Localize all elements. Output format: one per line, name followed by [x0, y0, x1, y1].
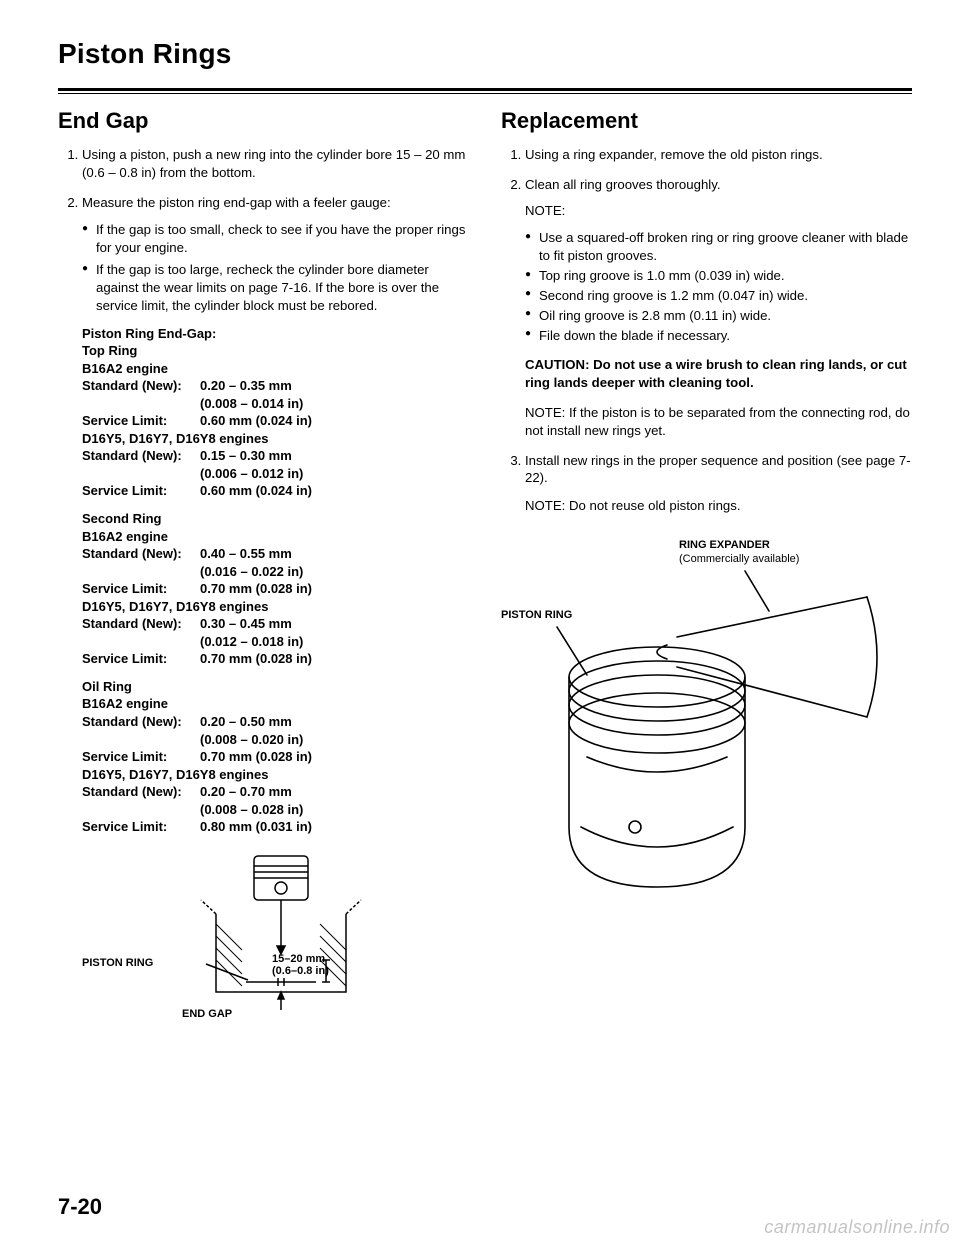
- rule-thick: [58, 88, 912, 91]
- svc-label: Service Limit:: [82, 818, 200, 836]
- std-val: 0.30 – 0.45 mm: [200, 615, 292, 633]
- std-val: 0.20 – 0.70 mm: [200, 783, 292, 801]
- svc-val: 0.80 mm (0.031 in): [200, 818, 312, 836]
- std-val: 0.40 – 0.55 mm: [200, 545, 292, 563]
- std-label: Standard (New):: [82, 447, 200, 465]
- std-val: 0.20 – 0.50 mm: [200, 713, 292, 731]
- engine-name: B16A2 engine: [82, 528, 469, 546]
- r-bullet-2: Top ring groove is 1.0 mm (0.039 in) wid…: [525, 267, 912, 285]
- std-in: (0.008 – 0.014 in): [82, 395, 469, 413]
- std-in: (0.016 – 0.022 in): [82, 563, 469, 581]
- ring-gap-specs: Piston Ring End-Gap: Top Ring B16A2 engi…: [82, 325, 469, 836]
- right-column: Replacement Using a ring expander, remov…: [501, 108, 912, 1039]
- spec-top-ring: Top Ring B16A2 engine Standard (New):0.2…: [82, 342, 469, 500]
- r-step-1: Using a ring expander, remove the old pi…: [525, 146, 912, 164]
- svc-label: Service Limit:: [82, 650, 200, 668]
- r-bullet-5: File down the blade if necessary.: [525, 327, 912, 345]
- replacement-bullets: Use a squared-off broken ring or ring gr…: [525, 229, 912, 344]
- svc-val: 0.70 mm (0.028 in): [200, 748, 312, 766]
- svc-val: 0.70 mm (0.028 in): [200, 650, 312, 668]
- left-column: End Gap Using a piston, push a new ring …: [58, 108, 469, 1039]
- section-title-replacement: Replacement: [501, 108, 912, 134]
- spec-oil-ring: Oil Ring B16A2 engine Standard (New):0.2…: [82, 678, 469, 836]
- bullet-1: If the gap is too small, check to see if…: [82, 221, 469, 257]
- bullet-2: If the gap is too large, recheck the cyl…: [82, 261, 469, 314]
- watermark: carmanualsonline.info: [764, 1217, 950, 1238]
- svc-val: 0.60 mm (0.024 in): [200, 482, 312, 500]
- page-number: 7-20: [58, 1194, 102, 1220]
- end-gap-bullets: If the gap is too small, check to see if…: [82, 221, 469, 314]
- r-step-3: Install new rings in the proper sequence…: [525, 452, 912, 515]
- svc-label: Service Limit:: [82, 412, 200, 430]
- svc-label: Service Limit:: [82, 580, 200, 598]
- end-gap-steps: Using a piston, push a new ring into the…: [58, 146, 469, 1027]
- label-piston-ring-2: PISTON RING: [501, 609, 572, 621]
- label-end-gap: END GAP: [182, 1007, 232, 1022]
- std-label: Standard (New):: [82, 783, 200, 801]
- spec-second-ring: Second Ring B16A2 engine Standard (New):…: [82, 510, 469, 668]
- svc-label: Service Limit:: [82, 482, 200, 500]
- r-step-2: Clean all ring grooves thoroughly. NOTE:…: [525, 176, 912, 440]
- label-ring-expander-sub: (Commercially available): [679, 553, 799, 565]
- svc-val: 0.70 mm (0.028 in): [200, 580, 312, 598]
- r-bullet-3: Second ring groove is 1.2 mm (0.047 in) …: [525, 287, 912, 305]
- end-gap-svg: [146, 852, 406, 1022]
- end-gap-figure: PISTON RING 15–20 mm (0.6–0.8 in) END GA…: [82, 852, 469, 1027]
- std-val: 0.20 – 0.35 mm: [200, 377, 292, 395]
- caution-text: CAUTION: Do not use a wire brush to clea…: [525, 356, 912, 392]
- engine-name: B16A2 engine: [82, 695, 469, 713]
- ring-name: Top Ring: [82, 342, 469, 360]
- step-2: Measure the piston ring end-gap with a f…: [82, 194, 469, 1027]
- specs-title: Piston Ring End-Gap:: [82, 325, 469, 343]
- r-step-3-text: Install new rings in the proper sequence…: [525, 453, 911, 486]
- page-title: Piston Rings: [58, 38, 912, 70]
- engine-name: B16A2 engine: [82, 360, 469, 378]
- label-piston-ring: PISTON RING: [82, 956, 153, 971]
- replacement-figure: RING EXPANDER (Commercially available) P…: [501, 527, 912, 947]
- section-title-end-gap: End Gap: [58, 108, 469, 134]
- std-in: (0.006 – 0.012 in): [82, 465, 469, 483]
- r-step-2-text: Clean all ring grooves thoroughly.: [525, 177, 720, 192]
- replacement-svg: [517, 527, 897, 937]
- replacement-steps: Using a ring expander, remove the old pi…: [501, 146, 912, 515]
- r-bullet-1: Use a squared-off broken ring or ring gr…: [525, 229, 912, 265]
- step-1: Using a piston, push a new ring into the…: [82, 146, 469, 182]
- std-label: Standard (New):: [82, 377, 200, 395]
- std-in: (0.008 – 0.028 in): [82, 801, 469, 819]
- svc-val: 0.60 mm (0.024 in): [200, 412, 312, 430]
- std-val: 0.15 – 0.30 mm: [200, 447, 292, 465]
- ring-name: Oil Ring: [82, 678, 469, 696]
- std-label: Standard (New):: [82, 713, 200, 731]
- std-in: (0.008 – 0.020 in): [82, 731, 469, 749]
- note-label: NOTE:: [525, 202, 912, 220]
- ring-name: Second Ring: [82, 510, 469, 528]
- engine-name: D16Y5, D16Y7, D16Y8 engines: [82, 430, 469, 448]
- std-label: Standard (New):: [82, 545, 200, 563]
- rule-thin: [58, 93, 912, 94]
- note-2: NOTE: If the piston is to be separated f…: [525, 404, 912, 440]
- std-label: Standard (New):: [82, 615, 200, 633]
- r-bullet-4: Oil ring groove is 2.8 mm (0.11 in) wide…: [525, 307, 912, 325]
- std-in: (0.012 – 0.018 in): [82, 633, 469, 651]
- page-root: Piston Rings End Gap Using a piston, pus…: [0, 0, 960, 1242]
- columns: End Gap Using a piston, push a new ring …: [58, 108, 912, 1039]
- svc-label: Service Limit:: [82, 748, 200, 766]
- step-2-text: Measure the piston ring end-gap with a f…: [82, 195, 391, 210]
- engine-name: D16Y5, D16Y7, D16Y8 engines: [82, 766, 469, 784]
- engine-name: D16Y5, D16Y7, D16Y8 engines: [82, 598, 469, 616]
- label-dim-in: (0.6–0.8 in): [272, 964, 329, 979]
- note-3: NOTE: Do not reuse old piston rings.: [525, 497, 912, 515]
- label-ring-expander: RING EXPANDER: [679, 539, 770, 551]
